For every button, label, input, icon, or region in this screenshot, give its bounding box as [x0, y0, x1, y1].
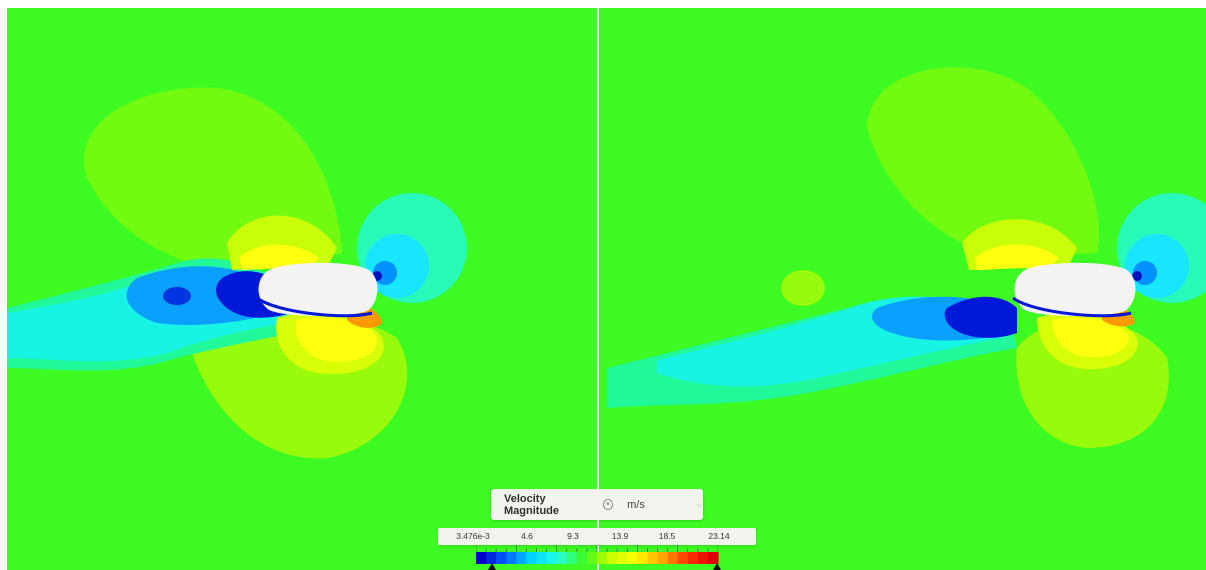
split-view-divider[interactable]	[597, 8, 599, 570]
colorbar-segment	[647, 552, 658, 564]
colorbar-segment	[667, 552, 679, 564]
tick-label: 23.14	[708, 531, 730, 541]
scale-label-bar: 3.476e-3 4.6 9.3 13.9 18.5 23.14	[438, 528, 756, 545]
left-flow-field	[7, 87, 467, 459]
info-icon[interactable]: ≡	[602, 499, 614, 510]
colorbar-segment	[556, 552, 568, 564]
colorbar-segment	[566, 552, 578, 564]
unit-dropdown[interactable]: m/s ⌵	[627, 499, 703, 511]
colorbar-segment	[697, 552, 709, 564]
colorbar	[476, 552, 719, 564]
colorbar-segment	[597, 552, 608, 564]
tick-label: 13.9	[611, 531, 629, 541]
colorbar-segment	[576, 552, 588, 564]
colorbar-segment	[637, 552, 648, 564]
colorbar-segment	[627, 552, 638, 564]
colorbar-segment	[506, 552, 517, 564]
colorbar-segment	[687, 552, 699, 564]
colorbar-segment	[586, 552, 598, 564]
legend-title: Velocity Magnitude	[504, 492, 559, 517]
colorbar-segment	[516, 552, 527, 564]
velocity-contour-plot	[7, 8, 1206, 570]
chevron-down-icon: ⌵	[696, 499, 703, 509]
unit-value: m/s	[627, 498, 645, 511]
colorbar-segment	[536, 552, 548, 564]
simulation-viewport[interactable]	[7, 8, 1206, 570]
tick-label: 9.3	[567, 531, 579, 541]
colorbar-segment	[476, 552, 487, 564]
tick-label: 3.476e-3	[456, 531, 490, 541]
colorbar-segment	[677, 552, 689, 564]
colorbar-segment	[617, 552, 628, 564]
right-flow-field	[607, 67, 1206, 448]
colorbar-segment	[707, 552, 719, 564]
colorbar-segment	[546, 552, 558, 564]
legend-header: Velocity Magnitude ≡ m/s ⌵	[491, 489, 703, 520]
range-min-handle[interactable]	[488, 563, 496, 570]
colorbar-segment	[526, 552, 537, 564]
range-max-handle[interactable]	[713, 563, 721, 570]
colorbar-segment	[607, 552, 618, 564]
tick-label: 18.5	[658, 531, 676, 541]
colorbar-segment	[657, 552, 669, 564]
colorbar-segment	[496, 552, 507, 564]
colorbar-segment	[486, 552, 497, 564]
tick-label: 4.6	[521, 531, 533, 541]
